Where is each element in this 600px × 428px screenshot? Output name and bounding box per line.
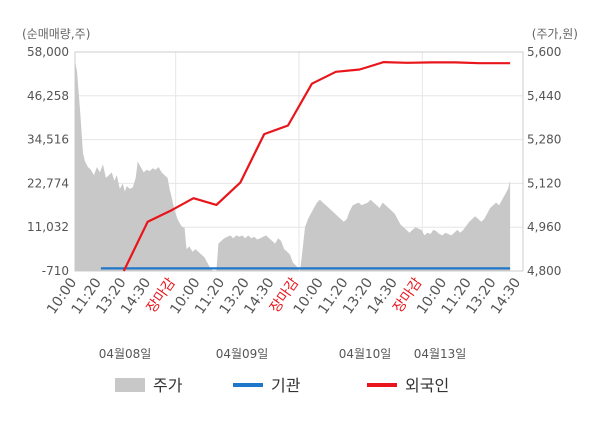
right-tick-label: 5,120	[527, 176, 561, 190]
price-area	[75, 61, 511, 271]
right-tick-label: 4,800	[527, 264, 561, 278]
x-axis-ticks: 10:0011:2013:2014:30장마감10:0011:2013:2014…	[44, 275, 524, 317]
left-tick-label: 11,032	[27, 220, 69, 234]
price-area-layer	[75, 61, 511, 271]
legend-swatch-price	[115, 378, 145, 392]
date-label: 04월09일	[216, 347, 269, 361]
legend-swatch-foreign	[367, 383, 397, 387]
legend-label: 외국인	[405, 376, 449, 395]
right-tick-label: 5,600	[527, 45, 561, 59]
legend-label: 주가	[153, 376, 183, 395]
legend: 주가 기관 외국인	[115, 376, 449, 395]
right-tick-label: 4,960	[527, 220, 561, 234]
foreign-line	[122, 60, 511, 272]
date-labels: 04월08일 04월09일 04월10일 04월13일	[99, 347, 467, 361]
date-label: 04월10일	[339, 347, 392, 361]
series-lines-layer	[100, 60, 511, 272]
right-axis-ticks: 5,600 5,440 5,280 5,120 4,960 4,800	[527, 45, 561, 278]
right-tick-label: 5,440	[527, 89, 561, 103]
left-tick-label: 34,516	[27, 133, 69, 147]
left-tick-label: 58,000	[27, 45, 69, 59]
left-tick-label: 46,258	[27, 89, 69, 103]
left-tick-label: 22,774	[27, 176, 69, 190]
legend-label: 기관	[271, 376, 301, 395]
legend-swatch-institution	[233, 383, 263, 387]
left-axis-unit: (순매매량,주)	[22, 27, 90, 41]
left-tick-label: -710	[42, 264, 69, 278]
date-label: 04월13일	[414, 347, 467, 361]
right-axis-unit: (주가,원)	[532, 27, 578, 41]
left-axis-ticks: 58,000 46,258 34,516 22,774 11,032 -710	[27, 45, 69, 278]
right-tick-label: 5,280	[527, 133, 561, 147]
date-label: 04월08일	[99, 347, 152, 361]
